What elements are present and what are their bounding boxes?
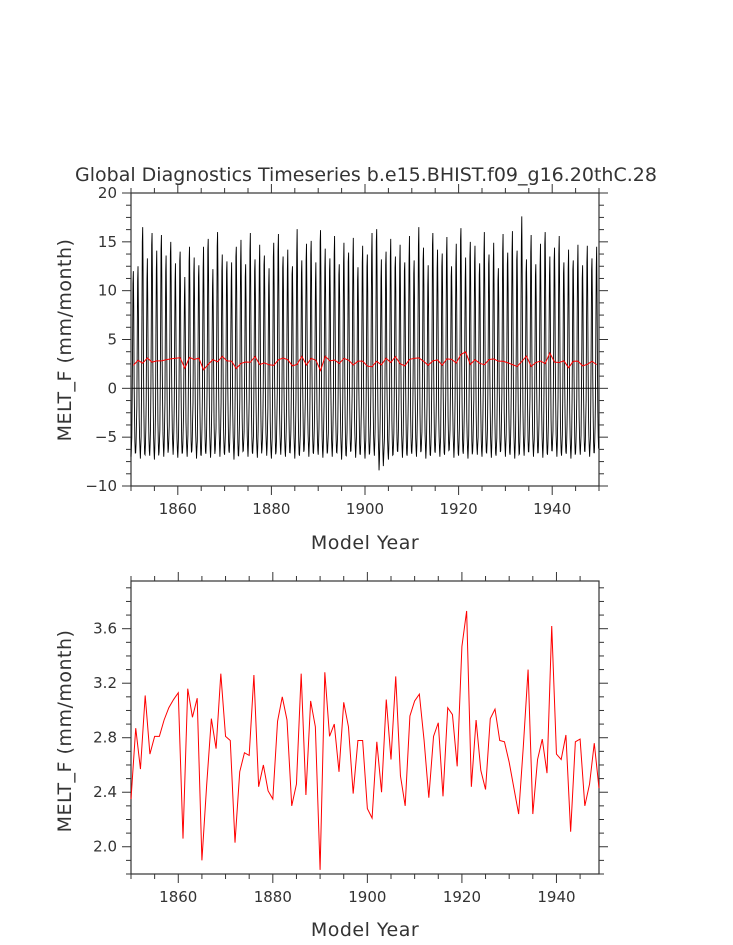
top-y-tick-label: 20 — [98, 184, 117, 202]
top-x-axis-label: Model Year — [311, 532, 419, 554]
top-monthly-series — [130, 216, 600, 471]
bottom-y-axis-label: MELT_F (mm/month) — [54, 630, 76, 833]
top-y-tick-label: 10 — [98, 282, 117, 300]
top-y-tick-label: −5 — [95, 428, 117, 446]
bottom-x-tick-label: 1900 — [348, 888, 386, 906]
top-x-tick-label: 1880 — [252, 500, 290, 518]
bottom-y-tick-label: 3.6 — [93, 620, 117, 638]
top-y-tick-label: 5 — [107, 331, 117, 349]
top-x-tick-label: 1920 — [440, 500, 478, 518]
bottom-annual-series — [130, 610, 600, 870]
annual-mean-line — [130, 610, 600, 870]
top-y-tick-label: 0 — [107, 379, 117, 397]
top-x-tick-label: 1860 — [159, 500, 197, 518]
top-annual-series — [132, 351, 597, 372]
bottom-plot-frame — [130, 580, 600, 875]
bottom-x-tick-label: 1920 — [443, 888, 481, 906]
chart-title: Global Diagnostics Timeseries b.e15.BHIS… — [75, 164, 657, 186]
bottom-y-tick-label: 2.4 — [93, 783, 117, 801]
top-panel: 1860 1880 1900 1920 1940 −10 −5 0 5 10 15 20 Model… — [54, 184, 608, 554]
bottom-panel: 1860 1880 1900 1920 1940 2.0 2.4 2.8 3.2 3.6 Mod… — [54, 572, 608, 941]
bottom-y-ticks: 2.0 2.4 2.8 3.2 3.6 — [93, 587, 608, 875]
top-y-tick-label: −10 — [85, 477, 117, 495]
monthly-series-line — [130, 216, 600, 471]
bottom-x-ticks: 1860 1880 1900 1920 1940 — [130, 572, 581, 906]
top-y-ticks: −10 −5 0 5 10 15 20 — [85, 184, 608, 495]
top-x-tick-label: 1940 — [533, 500, 571, 518]
bottom-x-axis-label: Model Year — [311, 919, 419, 941]
bottom-y-tick-label: 3.2 — [93, 674, 117, 692]
top-y-axis-label: MELT_F (mm/month) — [54, 239, 76, 442]
top-x-tick-label: 1900 — [346, 500, 384, 518]
bottom-x-tick-label: 1940 — [537, 888, 575, 906]
annual-mean-line-top — [132, 351, 597, 372]
bottom-x-tick-label: 1880 — [254, 888, 292, 906]
bottom-x-tick-label: 1860 — [159, 888, 197, 906]
top-x-ticks: 1860 1880 1900 1920 1940 — [130, 184, 600, 518]
bottom-y-tick-label: 2.8 — [93, 729, 117, 747]
bottom-y-tick-label: 2.0 — [93, 838, 117, 856]
top-y-tick-label: 15 — [98, 233, 117, 251]
